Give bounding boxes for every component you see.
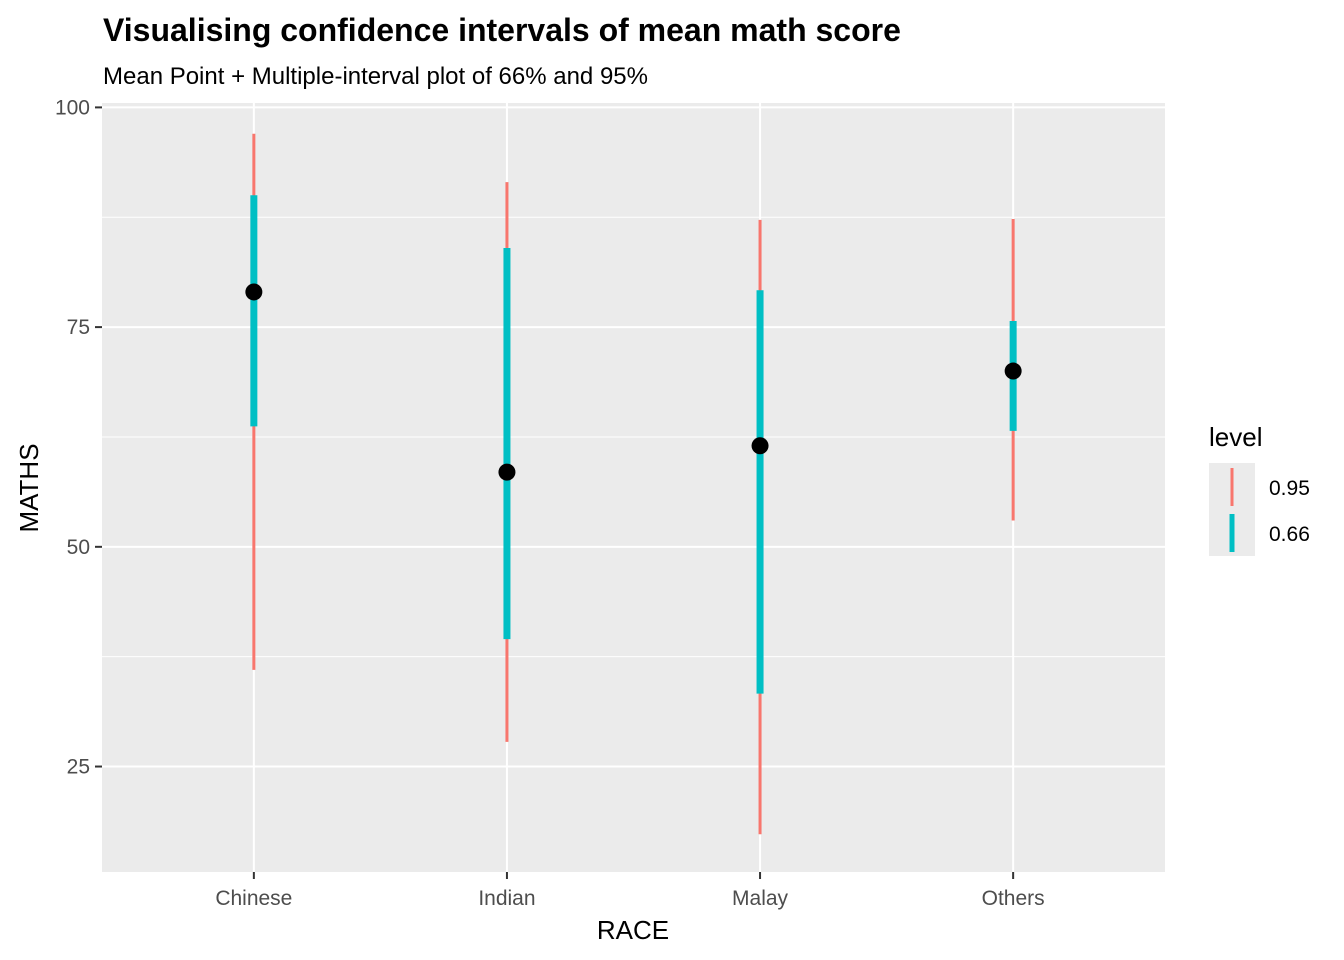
mean-points-layer bbox=[245, 283, 1022, 481]
y-axis-title: MATHS bbox=[14, 443, 44, 532]
interval-layer bbox=[250, 133, 1017, 835]
minor-gridlines bbox=[102, 216, 1165, 658]
mean-point-others bbox=[1004, 362, 1022, 380]
x-axis: Chinese Indian Malay Others bbox=[215, 872, 1045, 910]
mean-point-malay bbox=[751, 437, 769, 455]
legend-items: 0.95 0.66 bbox=[1229, 468, 1310, 552]
y-tick-label: 50 bbox=[67, 536, 90, 559]
x-tick-label: Indian bbox=[478, 887, 535, 910]
y-axis: 25 50 75 100 bbox=[55, 96, 102, 779]
x-tick-label: Malay bbox=[732, 887, 789, 910]
chart-subtitle: Mean Point + Multiple-interval plot of 6… bbox=[103, 63, 648, 90]
chart-title: Visualising confidence intervals of mean… bbox=[103, 12, 901, 48]
y-tick-label: 25 bbox=[67, 756, 90, 779]
mean-point-indian bbox=[498, 463, 516, 481]
legend: level 0.95 0.66 bbox=[1209, 422, 1310, 556]
y-tick-label: 75 bbox=[67, 316, 90, 339]
plot-panel bbox=[102, 103, 1165, 872]
x-tick-label: Chinese bbox=[215, 887, 292, 910]
x-axis-title: RACE bbox=[597, 915, 669, 945]
mean-point-chinese bbox=[245, 283, 263, 301]
legend-label-095: 0.95 bbox=[1269, 477, 1310, 500]
x-tick-label: Others bbox=[982, 887, 1045, 910]
legend-label-066: 0.66 bbox=[1269, 523, 1310, 546]
y-tick-label: 100 bbox=[55, 96, 90, 119]
legend-title: level bbox=[1209, 422, 1262, 452]
